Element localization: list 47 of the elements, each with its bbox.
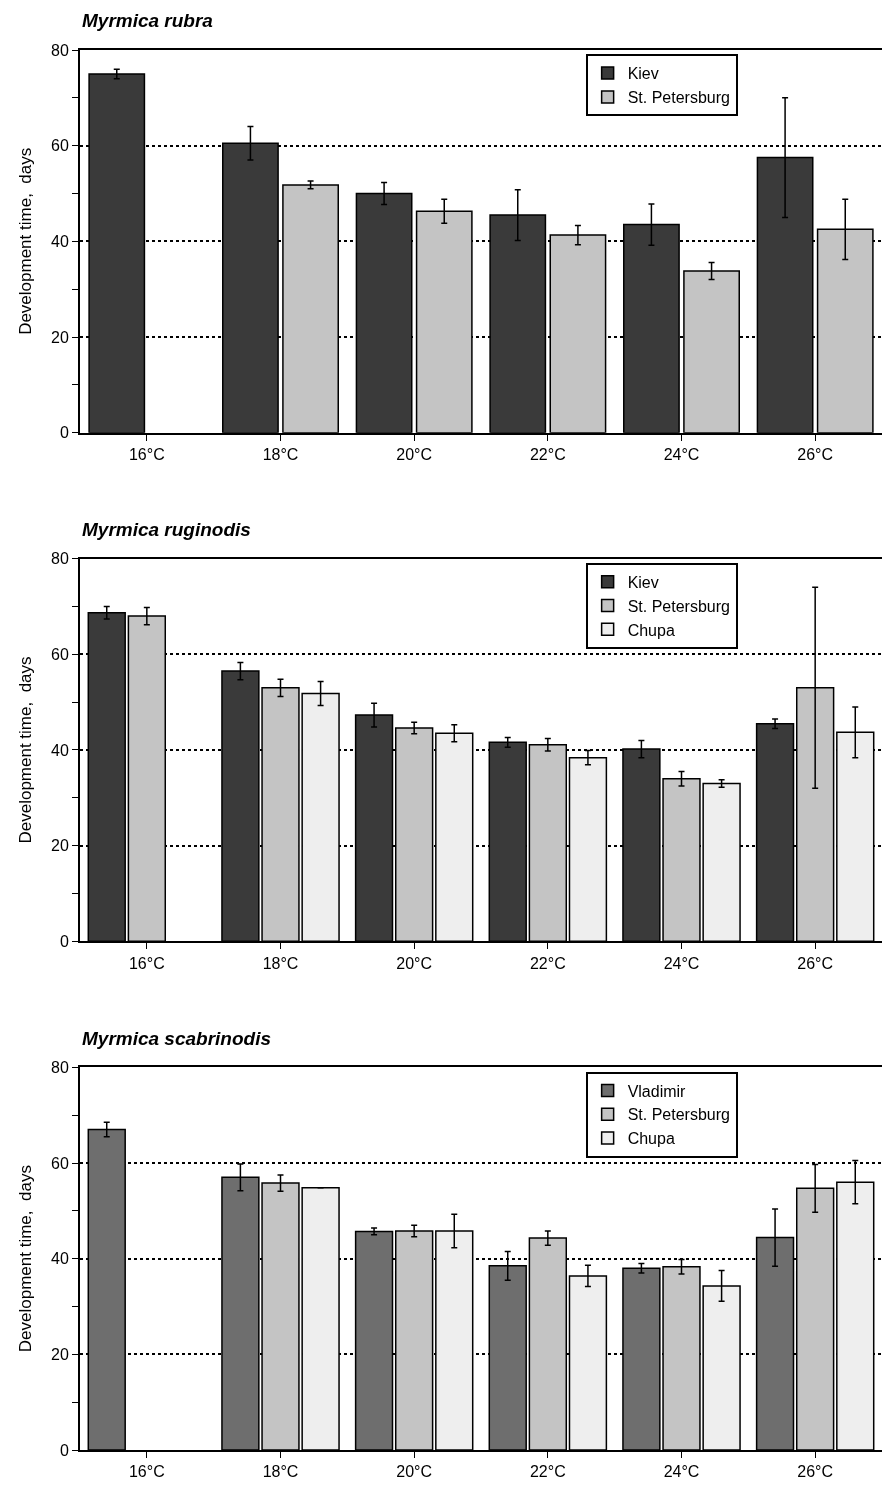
y-tick-label: 40 <box>51 232 69 250</box>
legend-label: Kiev <box>627 65 659 83</box>
x-tick-label: 16°C <box>128 445 165 463</box>
y-tick-label: 80 <box>51 41 69 59</box>
legend-label: St. Petersburg <box>627 89 730 107</box>
y-tick-label: 40 <box>51 741 69 759</box>
x-tick-label: 24°C <box>663 445 700 463</box>
x-tick-label: 20°C <box>396 954 433 972</box>
y-axis-title: Development time, days <box>16 147 36 335</box>
chart-title: Myrmica rubra <box>82 10 214 31</box>
y-tick-label: 0 <box>59 1441 69 1459</box>
x-tick-label: 22°C <box>529 954 566 972</box>
legend-label: Chupa <box>627 621 675 639</box>
y-tick-label: 80 <box>51 1058 69 1076</box>
y-axis-title: Development time, days <box>16 656 36 844</box>
y-tick-label: 80 <box>51 550 69 568</box>
y-axis-title: Development time, days <box>16 1165 36 1353</box>
x-tick-label: 24°C <box>663 954 700 972</box>
legend-label: Vladimir <box>627 1082 687 1100</box>
y-tick-label: 60 <box>51 645 69 663</box>
y-tick-label: 0 <box>59 424 69 442</box>
legend-label: St. Petersburg <box>627 597 730 615</box>
x-tick-label: 16°C <box>128 954 165 972</box>
x-tick-label: 16°C <box>128 1463 165 1481</box>
y-tick-label: 20 <box>51 1345 69 1363</box>
y-tick-label: 20 <box>51 837 69 855</box>
x-tick-label: 22°C <box>529 445 566 463</box>
chart-title: Myrmica ruginodis <box>82 519 251 540</box>
x-tick-label: 26°C <box>797 954 834 972</box>
legend-label: Kiev <box>627 574 659 592</box>
x-tick-label: 26°C <box>797 1463 834 1481</box>
x-tick-label: 18°C <box>262 954 299 972</box>
x-tick-label: 18°C <box>262 1463 299 1481</box>
x-tick-label: 22°C <box>529 1463 566 1481</box>
chart-title: Myrmica scabrinodis <box>82 1028 272 1049</box>
y-tick-label: 0 <box>59 932 69 950</box>
x-tick-label: 24°C <box>663 1463 700 1481</box>
y-tick-label: 60 <box>51 1154 69 1172</box>
x-tick-label: 18°C <box>262 445 299 463</box>
x-tick-label: 26°C <box>797 445 834 463</box>
legend-label: St. Petersburg <box>627 1106 730 1124</box>
legend-label: Chupa <box>627 1130 675 1148</box>
x-tick-label: 20°C <box>396 445 433 463</box>
y-tick-label: 60 <box>51 137 69 155</box>
y-tick-label: 40 <box>51 1250 69 1268</box>
x-tick-label: 20°C <box>396 1463 433 1481</box>
y-tick-label: 20 <box>51 328 69 346</box>
